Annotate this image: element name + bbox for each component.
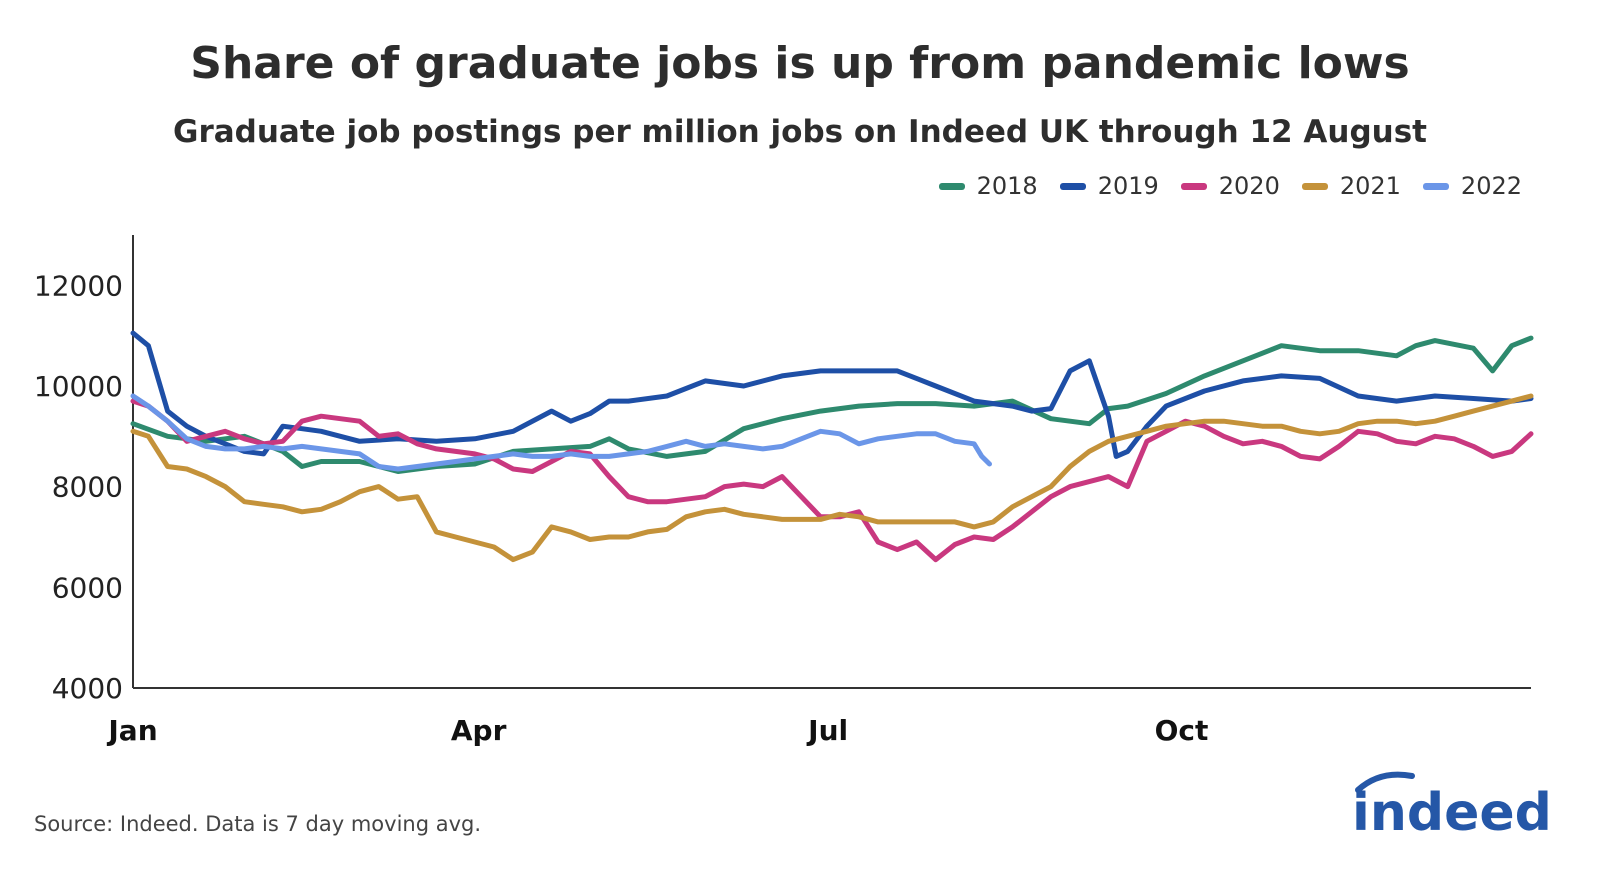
legend-item-2021: 2021 — [1301, 172, 1401, 200]
chart-series-lines — [130, 330, 1534, 563]
y-tick-label: 8000 — [52, 471, 123, 504]
x-tick-label: Jan — [106, 714, 157, 747]
chart-legend: 2018 2019 2020 2021 2022 — [938, 172, 1522, 200]
y-tick-label: 6000 — [52, 571, 123, 604]
legend-label: 2019 — [1097, 172, 1159, 200]
series-line-2022 — [130, 393, 992, 472]
x-tick-label: Jul — [806, 714, 848, 747]
chart-subtitle: Graduate job postings per million jobs o… — [173, 114, 1427, 150]
legend-swatch — [938, 182, 965, 190]
chart-title: Share of graduate jobs is up from pandem… — [190, 38, 1410, 89]
chart-tick-labels: 4000 6000 8000 10000 12000 Jan Apr Jul Oct — [34, 269, 1208, 747]
series-line-2021 — [130, 393, 1534, 563]
series-line-2019 — [130, 330, 1534, 459]
legend-label: 2020 — [1218, 172, 1280, 200]
y-tick-label: 12000 — [34, 269, 123, 302]
chart-axes — [132, 235, 1531, 689]
legend-swatch — [1059, 182, 1086, 190]
legend-swatch — [1301, 182, 1328, 190]
x-tick-label: Apr — [451, 714, 507, 747]
svg-text:indeed: indeed — [1352, 783, 1550, 843]
legend-item-2018: 2018 — [938, 172, 1038, 200]
series-line-2020 — [130, 398, 1534, 563]
legend-swatch — [1422, 182, 1449, 190]
y-tick-label: 10000 — [34, 370, 123, 403]
legend-item-2022: 2022 — [1422, 172, 1522, 200]
y-tick-label: 4000 — [52, 672, 123, 705]
source-note: Source: Indeed. Data is 7 day moving avg… — [34, 812, 482, 836]
logo-arc-icon — [1355, 771, 1415, 793]
legend-label: 2021 — [1339, 172, 1401, 200]
series-line-2018 — [130, 335, 1534, 474]
legend-label: 2018 — [976, 172, 1038, 200]
legend-swatch — [1180, 182, 1207, 190]
indeed-logo: indeed — [1352, 771, 1550, 843]
legend-item-2020: 2020 — [1180, 172, 1280, 200]
legend-label: 2022 — [1460, 172, 1522, 200]
x-tick-label: Oct — [1155, 714, 1209, 747]
legend-item-2019: 2019 — [1059, 172, 1159, 200]
